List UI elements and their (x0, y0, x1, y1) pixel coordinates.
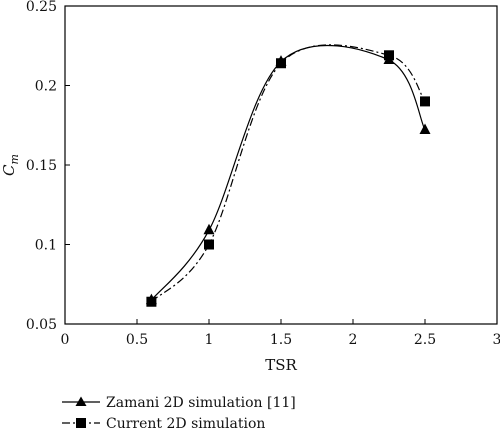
legend-label-current: Current 2D simulation (106, 416, 265, 428)
x-tick-label: 0.5 (126, 332, 148, 348)
y-tick-label: 0.15 (26, 158, 57, 174)
data-point-triangle (419, 123, 431, 135)
series-markers (145, 50, 431, 307)
y-tick-label: 0.05 (26, 317, 57, 333)
x-axis-label: TSR (265, 356, 297, 374)
data-point-triangle (203, 223, 215, 235)
y-tick-label: 0.1 (35, 238, 57, 254)
x-tick-label: 1.5 (270, 332, 292, 348)
x-tick-label: 2.5 (414, 332, 436, 348)
x-tick-label: 2 (349, 332, 358, 348)
y-axis-label: Cm (0, 154, 21, 176)
legend-entry-current: Current 2D simulation (62, 416, 265, 428)
plot-frame (64, 5, 498, 325)
x-axis-ticks: 0 0.5 1 1.5 2 2.5 3 (61, 319, 500, 348)
y-tick-label: 0.2 (35, 79, 57, 95)
y-axis-label-subscript: m (8, 154, 21, 164)
legend-marker-square (76, 418, 86, 428)
data-point-square (276, 58, 286, 69)
data-point-square (420, 96, 430, 107)
y-axis-label-main: C (0, 164, 18, 176)
legend-entry-zamani: Zamani 2D simulation [11] (62, 395, 296, 411)
series-lines (150, 44, 426, 303)
data-point-square (146, 296, 157, 307)
x-tick-label: 1 (205, 332, 214, 348)
legend: Zamani 2D simulation [11] Current 2D sim… (62, 395, 296, 428)
y-axis-ticks: 0.05 0.1 0.15 0.2 0.25 (26, 0, 70, 333)
series-line-triangle (150, 44, 426, 301)
x-tick-label: 0 (61, 332, 70, 348)
data-point-square (204, 239, 214, 250)
x-tick-label: 3 (493, 332, 500, 348)
legend-marker-triangle (75, 396, 87, 406)
y-tick-label: 0.25 (26, 0, 57, 15)
data-point-square (384, 50, 394, 61)
series-line-square (150, 44, 426, 303)
legend-label-zamani: Zamani 2D simulation [11] (106, 395, 296, 411)
